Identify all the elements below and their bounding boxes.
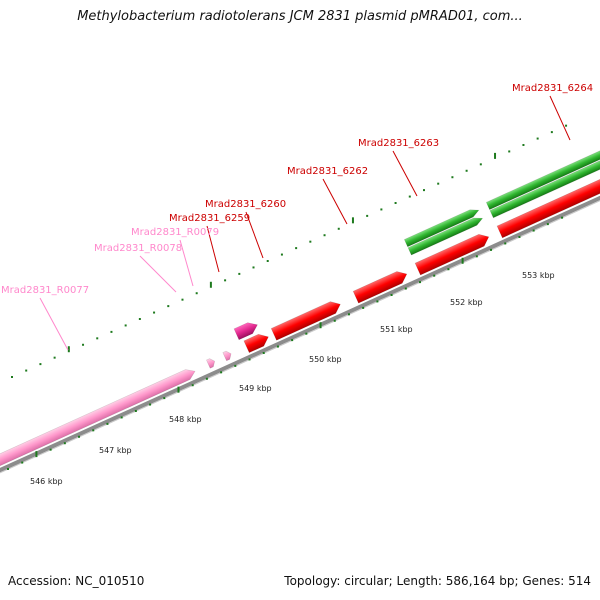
kbp-label-549: 549 kbp xyxy=(239,384,272,393)
gene-green-1[interactable] xyxy=(403,206,480,248)
gene-label-r0077[interactable]: Mrad2831_R0077 xyxy=(1,285,89,296)
label-leader-line xyxy=(245,211,264,259)
gene-6262[interactable] xyxy=(352,268,409,304)
gene-label-6263[interactable]: Mrad2831_6263 xyxy=(358,138,439,149)
inner-tick-row xyxy=(7,216,564,470)
gene-r0078[interactable] xyxy=(206,357,216,369)
gene-green-3[interactable] xyxy=(485,99,600,211)
gene-green-4[interactable] xyxy=(489,107,600,219)
gene-6264[interactable] xyxy=(496,123,600,239)
gene-magenta[interactable] xyxy=(233,319,260,341)
accession-text: Accession: NC_010510 xyxy=(8,574,145,588)
gene-6263[interactable] xyxy=(414,231,491,276)
gene-r0077[interactable] xyxy=(0,366,197,532)
label-leader-line xyxy=(206,225,220,273)
gene-features xyxy=(0,99,600,532)
gene-label-6259[interactable]: Mrad2831_6259 xyxy=(169,213,250,224)
gene-label-6264[interactable]: Mrad2831_6264 xyxy=(512,83,593,94)
kbp-label-553: 553 kbp xyxy=(522,271,555,280)
label-leader-line xyxy=(322,178,348,225)
gene-green-2[interactable] xyxy=(407,215,484,256)
label-leader-line xyxy=(179,239,194,287)
map-title: Methylobacterium radiotolerans JCM 2831 … xyxy=(77,9,523,24)
label-leader-line xyxy=(39,297,69,351)
genome-axis xyxy=(0,37,600,600)
gene-r0079[interactable] xyxy=(222,350,233,362)
kbp-label-550: 550 kbp xyxy=(309,355,342,364)
label-leader-line xyxy=(392,150,418,197)
gene-label-r0079[interactable]: Mrad2831_R0079 xyxy=(131,227,219,238)
kbp-label-551: 551 kbp xyxy=(380,325,413,334)
label-leader-line xyxy=(139,255,177,293)
label-leader-line xyxy=(549,95,571,141)
kbp-label-552: 552 kbp xyxy=(450,298,483,307)
topology-text: Topology: circular; Length: 586,164 bp; … xyxy=(284,574,591,588)
label-leaders xyxy=(39,95,571,351)
gene-label-6260[interactable]: Mrad2831_6260 xyxy=(205,199,286,210)
kbp-label-547: 547 kbp xyxy=(99,446,132,455)
outer-tick-row xyxy=(11,124,568,378)
gene-6259[interactable] xyxy=(243,331,271,354)
gene-label-6262[interactable]: Mrad2831_6262 xyxy=(287,166,368,177)
gene-6260[interactable] xyxy=(270,298,343,341)
gene-label-r0078[interactable]: Mrad2831_R0078 xyxy=(94,243,182,254)
kbp-label-548: 548 kbp xyxy=(169,415,202,424)
kbp-label-546: 546 kbp xyxy=(30,477,63,486)
